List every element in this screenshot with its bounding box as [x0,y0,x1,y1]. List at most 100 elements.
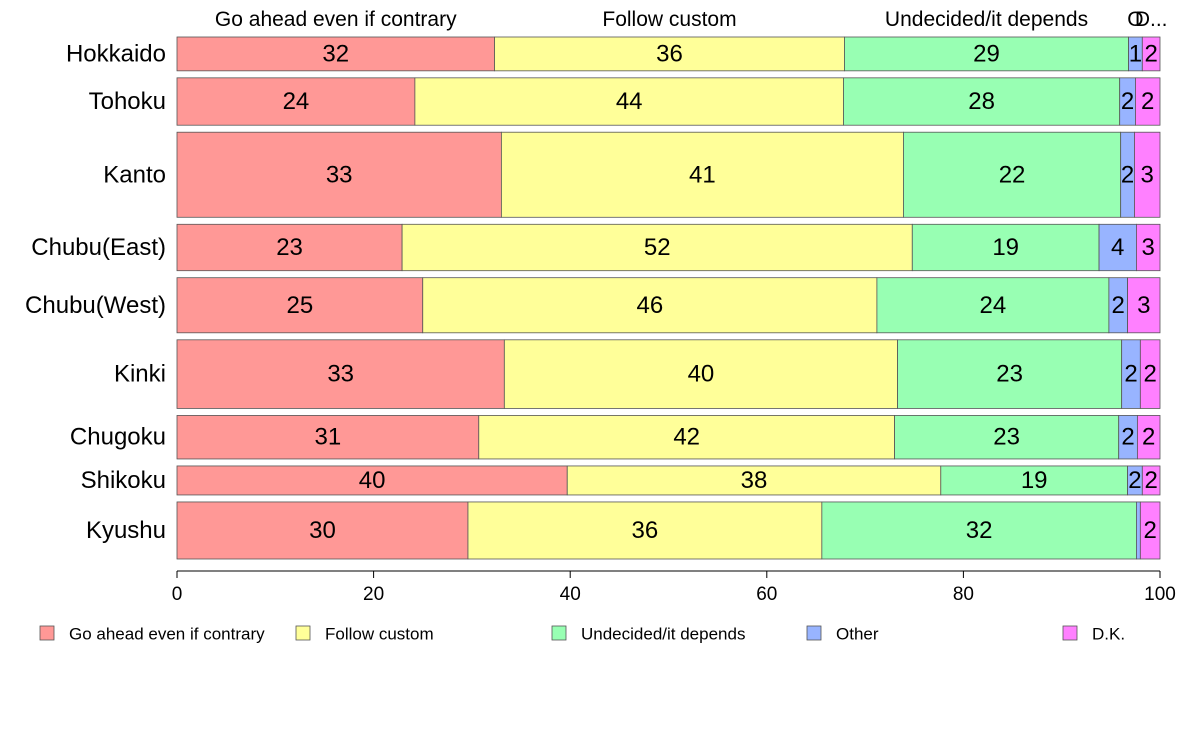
bar-kanto-follow-custom [500,131,904,218]
bar-shikoku-undecided-it-depends [940,465,1128,496]
legend-label: Go ahead even if contrary [69,625,265,644]
category-label: Kyushu [86,517,166,544]
value-label: 42 [673,424,700,451]
top-column-label: O [1127,8,1143,31]
legend-label: Other [836,625,879,644]
value-label: 2 [1128,467,1141,494]
category-label: Hokkaido [66,40,166,67]
bar-kanto-go-ahead-even-if-contrary [176,131,502,218]
top-column-label: Undecided/it depends [885,8,1088,31]
bar-kinki-follow-custom [503,339,898,409]
value-label: 31 [315,424,342,451]
top-column-labels: Go ahead even if contrary Follow custom Un… [215,8,1168,31]
value-label: 28 [968,88,995,115]
legend-swatch-other [806,625,822,641]
value-label: 40 [359,467,386,494]
value-label: 3 [1141,161,1154,188]
value-label: 38 [741,467,768,494]
bar-chugoku-follow-custom [478,415,895,460]
bar-chubu-east-d-k [1136,223,1161,272]
value-label: 32 [322,40,349,67]
value-label: 33 [326,161,353,188]
bar-tohoku-follow-custom [414,77,844,126]
category-label: Chugoku [70,424,166,451]
value-label: 25 [287,292,314,319]
value-label: 2 [1112,292,1125,319]
x-tick-label: 100 [1144,584,1176,605]
value-label: 19 [1021,467,1048,494]
legend-swatch-go-ahead-even-if-contrary [39,625,55,641]
legend-swatch-d-k [1062,625,1078,641]
value-label: 2 [1121,88,1134,115]
value-label: 22 [999,161,1026,188]
bar-kanto-d-k [1134,131,1161,218]
category-labels: Hokkaido Tohoku Kanto Chubu(East) Chubu(West… [25,40,166,544]
category-label: Tohoku [89,88,166,115]
value-label: 2 [1142,424,1155,451]
value-label: 2 [1124,361,1137,388]
legend-swatch-undecided-it-depends [551,625,567,641]
category-label: Kanto [103,161,166,188]
value-label: 40 [688,361,715,388]
value-label: 2 [1121,424,1134,451]
top-column-label: D... [1135,8,1168,31]
bar-chubu-west-follow-custom [422,277,878,334]
x-tick-label: 0 [172,584,183,605]
bar-chubu-west-d-k [1127,277,1161,334]
legend-label: Undecided/it depends [581,625,745,644]
legend-label: D.K. [1092,625,1125,644]
value-label: 33 [327,361,354,388]
bar-shikoku-d-k [1141,465,1161,496]
bar-tohoku-go-ahead-even-if-contrary [176,77,416,126]
value-label: 30 [309,517,336,544]
bar-chugoku-undecided-it-depends [894,415,1120,460]
value-label: 19 [992,234,1019,261]
value-label: 2 [1144,467,1157,494]
bar-kyushu-d-k [1139,501,1161,560]
value-label: 24 [283,88,310,115]
bar-kyushu-undecided-it-depends [821,501,1137,560]
value-label: 23 [276,234,303,261]
top-column-label: Go ahead even if contrary [215,8,457,31]
bar-hokkaido-d-k [1141,36,1161,72]
value-label: 44 [616,88,643,115]
bar-kinki-d-k [1139,339,1161,409]
bar-hokkaido-follow-custom [494,36,845,72]
value-label: 3 [1137,292,1150,319]
bar-chubu-east-follow-custom [401,223,913,272]
legend-label: Follow custom [325,625,434,644]
value-label: 2 [1144,40,1157,67]
bar-kyushu-go-ahead-even-if-contrary [176,501,469,560]
category-label: Chubu(West) [25,292,166,319]
category-label: Chubu(East) [31,234,166,261]
value-label: 36 [632,517,659,544]
value-label: 32 [966,517,993,544]
bar-tohoku-undecided-it-depends [843,77,1121,126]
bar-chubu-east-go-ahead-even-if-contrary [176,223,403,272]
category-label: Kinki [114,361,166,388]
value-label: 24 [980,292,1007,319]
bar-tohoku-d-k [1135,77,1161,126]
value-label: 23 [996,361,1023,388]
bar-chugoku-d-k [1136,415,1161,460]
x-tick-label: 40 [560,584,581,605]
top-column-label: Follow custom [602,8,736,31]
value-label: 36 [656,40,683,67]
bars: 32 36 29 1 224 44 28 2 233 41 22 2 323 52 19 4 325 46 24 2 3… [176,36,1161,560]
bar-kinki-go-ahead-even-if-contrary [176,339,505,409]
category-label: Shikoku [81,467,166,494]
legend-swatch-follow-custom [295,625,311,641]
bar-chugoku-go-ahead-even-if-contrary [176,415,480,460]
value-label: 2 [1121,161,1134,188]
value-label: 52 [644,234,671,261]
bar-chubu-west-go-ahead-even-if-contrary [176,277,424,334]
value-label: 3 [1142,234,1155,261]
bar-chubu-east-other [1098,223,1137,272]
value-label: 46 [636,292,663,319]
x-tick-label: 60 [756,584,777,605]
x-tick-label: 80 [953,584,974,605]
bar-kinki-undecided-it-depends [897,339,1123,409]
value-label: 2 [1143,517,1156,544]
value-label: 41 [689,161,716,188]
